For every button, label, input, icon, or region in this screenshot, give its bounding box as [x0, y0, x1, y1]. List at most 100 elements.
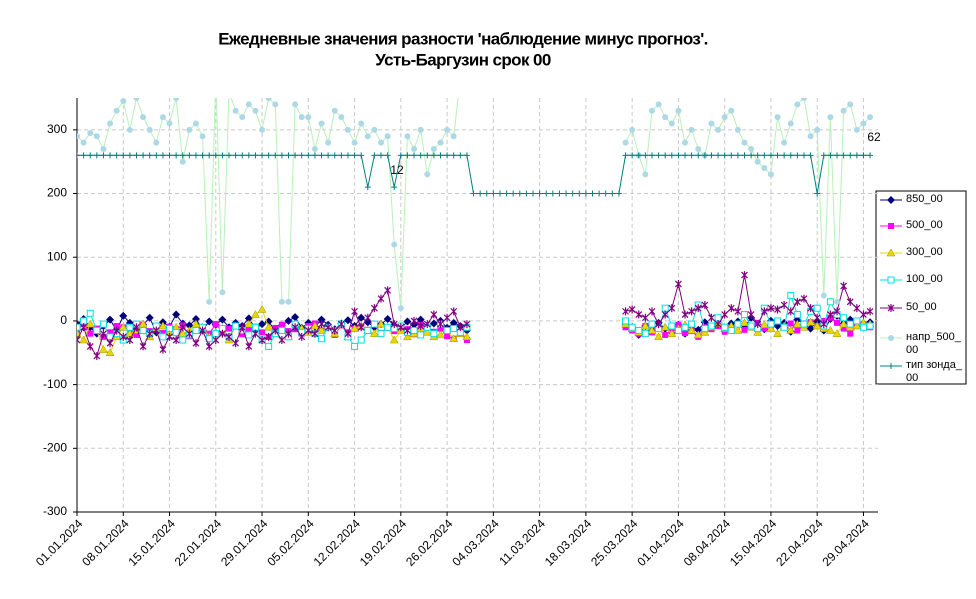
point: [629, 152, 636, 159]
plot-area: [77, 98, 875, 360]
point: [252, 329, 259, 338]
point: [463, 152, 470, 159]
x-tick-label: 22.01.2024: [172, 516, 225, 569]
point: [252, 107, 259, 114]
point: [701, 152, 708, 159]
point: [252, 152, 259, 159]
point: [867, 114, 874, 121]
point: [397, 305, 404, 312]
point: [311, 145, 318, 152]
point: [668, 322, 676, 330]
point: [701, 301, 709, 309]
point: [774, 317, 782, 325]
point: [139, 342, 147, 351]
y-tick-label: -300: [43, 504, 67, 518]
point: [747, 322, 755, 330]
point: [126, 336, 134, 345]
point: [344, 329, 352, 338]
point: [576, 190, 583, 197]
point: [847, 101, 854, 108]
point: [761, 325, 768, 332]
point: [516, 190, 523, 197]
point: [477, 190, 484, 197]
point: [800, 320, 808, 328]
point: [437, 152, 444, 159]
point: [271, 326, 279, 335]
point: [660, 322, 670, 331]
point: [264, 317, 273, 326]
point: [807, 152, 814, 159]
point: [450, 152, 457, 159]
point: [179, 152, 186, 159]
point: [655, 320, 663, 329]
legend-label: напр_500_00: [906, 331, 961, 356]
point: [212, 321, 219, 328]
point: [80, 317, 88, 325]
point: [760, 307, 768, 316]
point: [87, 152, 94, 159]
point: [825, 325, 835, 334]
point: [173, 98, 180, 101]
point: [635, 310, 643, 319]
point: [265, 342, 273, 350]
point: [284, 316, 293, 325]
x-tick-label: 26.02.2024: [403, 516, 456, 569]
point: [416, 315, 425, 324]
point: [806, 317, 816, 326]
point: [77, 152, 80, 159]
point: [727, 326, 735, 334]
x-tick-label: 01.01.2024: [33, 516, 86, 569]
point: [794, 101, 801, 108]
point: [350, 324, 360, 332]
point: [391, 184, 398, 191]
point: [238, 323, 246, 332]
point: [376, 319, 386, 328]
point: [840, 314, 848, 322]
point: [734, 320, 742, 328]
point: [410, 326, 418, 334]
point: [728, 107, 735, 114]
point: [648, 152, 655, 159]
point: [87, 130, 94, 137]
point: [192, 120, 199, 127]
point: [159, 152, 166, 159]
chart-subtitle: Усть-Баргузин срок 00: [375, 50, 551, 69]
point: [351, 152, 358, 159]
point: [675, 152, 682, 159]
point: [371, 126, 378, 133]
point: [173, 152, 180, 159]
point: [404, 326, 411, 335]
y-tick-label: -200: [43, 440, 67, 454]
point: [641, 330, 649, 338]
point: [668, 152, 675, 159]
point: [721, 310, 729, 319]
point: [860, 310, 867, 319]
point: [331, 152, 338, 159]
point: [860, 152, 867, 159]
point: [119, 311, 128, 320]
point: [444, 126, 451, 133]
point: [384, 133, 391, 140]
point: [780, 323, 788, 331]
point: [887, 304, 895, 312]
point: [674, 326, 682, 334]
point: [383, 315, 392, 324]
point: [733, 325, 743, 334]
point: [105, 348, 115, 357]
point: [754, 158, 761, 165]
point: [853, 126, 860, 133]
point: [344, 126, 351, 133]
point: [318, 152, 325, 159]
point: [292, 101, 299, 108]
x-tick-label: 01.04.2024: [634, 516, 687, 569]
point: [404, 152, 411, 159]
point: [278, 321, 285, 328]
point: [814, 126, 821, 133]
point: [265, 152, 272, 159]
point: [429, 319, 438, 328]
point: [688, 126, 695, 133]
point: [820, 152, 827, 159]
point: [787, 320, 794, 327]
point: [840, 152, 847, 159]
